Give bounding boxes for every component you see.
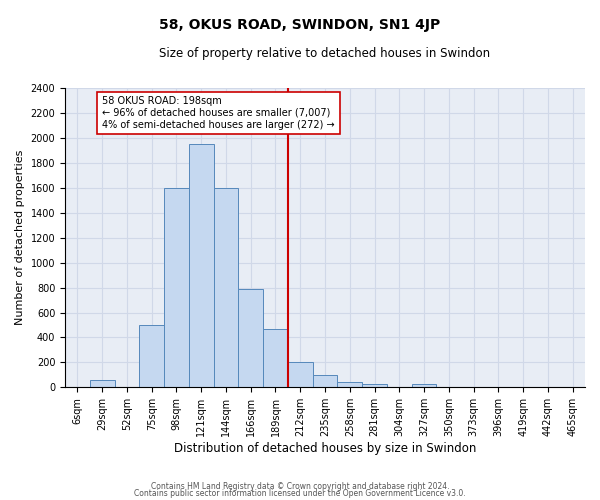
Bar [288, 362, 313, 388]
Text: Contains HM Land Registry data © Crown copyright and database right 2024.: Contains HM Land Registry data © Crown c… [151, 482, 449, 491]
Bar [412, 384, 436, 388]
Y-axis label: Number of detached properties: Number of detached properties [15, 150, 25, 326]
Bar [337, 382, 362, 388]
Bar [90, 380, 115, 388]
Bar [263, 328, 288, 388]
Bar [189, 144, 214, 388]
Bar [164, 188, 189, 388]
Bar [238, 289, 263, 388]
Text: 58, OKUS ROAD, SWINDON, SN1 4JP: 58, OKUS ROAD, SWINDON, SN1 4JP [160, 18, 440, 32]
X-axis label: Distribution of detached houses by size in Swindon: Distribution of detached houses by size … [174, 442, 476, 455]
Bar [139, 325, 164, 388]
Bar [362, 384, 387, 388]
Title: Size of property relative to detached houses in Swindon: Size of property relative to detached ho… [160, 48, 491, 60]
Bar [313, 375, 337, 388]
Text: Contains public sector information licensed under the Open Government Licence v3: Contains public sector information licen… [134, 488, 466, 498]
Bar [214, 188, 238, 388]
Text: 58 OKUS ROAD: 198sqm
← 96% of detached houses are smaller (7,007)
4% of semi-det: 58 OKUS ROAD: 198sqm ← 96% of detached h… [102, 96, 335, 130]
